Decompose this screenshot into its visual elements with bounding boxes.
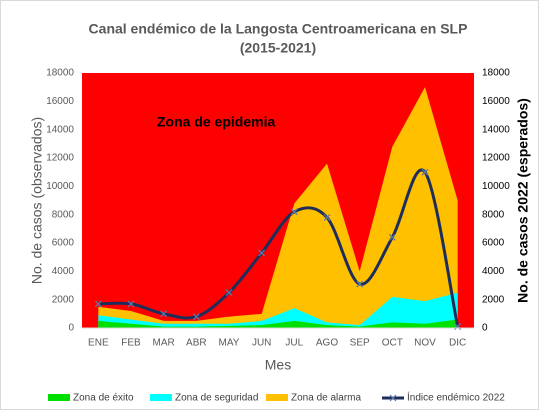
y-tick-label: 18000 — [46, 68, 74, 79]
y-tick-label: 12000 — [46, 153, 74, 164]
y2-tick-label: 14000 — [482, 124, 510, 135]
x-tick-label: ENE — [88, 338, 109, 349]
x-tick-label: DIC — [449, 338, 466, 349]
legend-swatch — [266, 394, 288, 401]
y2-tick-label: 0 — [482, 323, 488, 334]
x-tick-label: MAY — [219, 338, 240, 349]
y2-tick-label: 6000 — [482, 238, 505, 249]
area — [98, 292, 458, 328]
y-tick-label: 4000 — [52, 266, 75, 277]
y2-axis-label: No. de casos 2022 (esperados) — [515, 98, 531, 303]
y2-tick-label: 2000 — [482, 294, 505, 305]
area — [98, 319, 458, 328]
marker — [192, 313, 200, 321]
x-tick-label: JUL — [285, 338, 303, 349]
marker — [421, 168, 429, 176]
y-tick-label: 6000 — [52, 238, 75, 249]
legend-marker — [389, 394, 397, 402]
annotation: Zona de epidemia — [157, 114, 275, 130]
y-tick-label: 2000 — [52, 294, 75, 305]
y-tick-label: 14000 — [46, 124, 74, 135]
x-tick-label: OCT — [382, 338, 403, 349]
chart-title: Canal endémico de la Langosta Centroamer… — [89, 21, 468, 37]
area — [98, 87, 458, 329]
y-axis-label: No. de casos (observados) — [29, 117, 45, 284]
y-tick-label: 8000 — [52, 209, 75, 220]
legend-label: Zona de seguridad — [175, 393, 258, 404]
y2-tick-label: 8000 — [482, 209, 505, 220]
y2-tick-label: 4000 — [482, 266, 505, 277]
x-tick-label: MAR — [153, 338, 175, 349]
x-tick-label: FEB — [121, 338, 141, 349]
marker — [225, 289, 233, 297]
legend-label: Zona de éxito — [73, 393, 134, 404]
y2-tick-label: 12000 — [482, 153, 510, 164]
x-tick-label: NOV — [414, 338, 436, 349]
marker — [94, 300, 102, 308]
y2-tick-label: 18000 — [482, 68, 510, 79]
legend-label: Zona de alarma — [291, 393, 361, 404]
marker — [160, 310, 168, 318]
x-tick-label: SEP — [350, 338, 370, 349]
marker — [388, 233, 396, 241]
legend-swatch — [48, 394, 70, 401]
y2-tick-label: 16000 — [482, 96, 510, 107]
y-tick-label: 16000 — [46, 96, 74, 107]
marker — [127, 300, 135, 308]
y-tick-label: 0 — [68, 323, 74, 334]
chart-subtitle: (2015-2021) — [240, 40, 316, 56]
marker — [454, 323, 462, 331]
legend-swatch — [150, 394, 172, 401]
marker — [323, 214, 331, 221]
x-axis-label: Mes — [265, 357, 291, 373]
y-tick-label: 10000 — [46, 181, 74, 192]
legend-label: Índice endémico 2022 — [407, 391, 505, 404]
x-tick-label: JUN — [252, 338, 271, 349]
marker — [290, 208, 298, 216]
x-tick-label: ABR — [186, 338, 207, 349]
marker — [356, 280, 364, 288]
x-tick-label: AGO — [316, 338, 338, 349]
y2-tick-label: 10000 — [482, 181, 510, 192]
marker — [258, 249, 266, 257]
